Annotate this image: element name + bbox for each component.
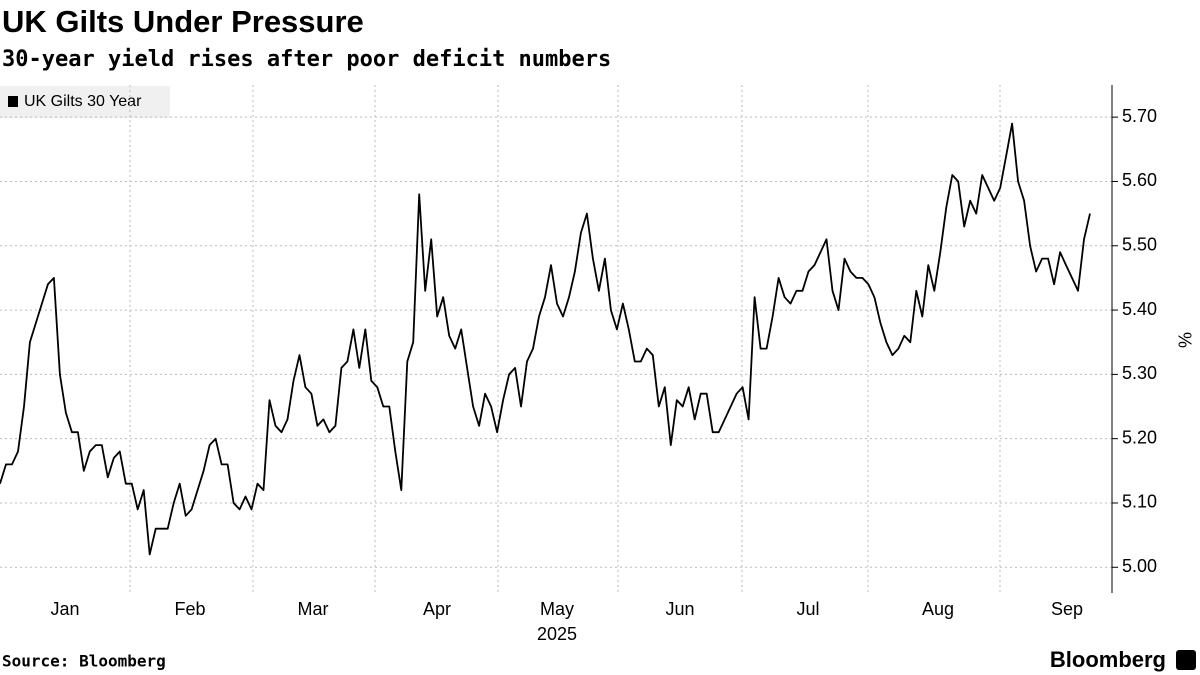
legend-swatch — [8, 96, 18, 107]
x-tick-label: Jun — [665, 599, 694, 619]
x-tick-label: Mar — [298, 599, 329, 619]
x-tick-label: Jan — [50, 599, 79, 619]
y-axis-label: % — [1174, 332, 1194, 348]
y-tick-label: 5.50 — [1122, 235, 1157, 255]
x-tick-label: Jul — [796, 599, 819, 619]
source: Source: Bloomberg — [2, 652, 166, 671]
x-tick-label: Apr — [423, 599, 451, 619]
y-tick-label: 5.10 — [1122, 492, 1157, 512]
x-year-label: 2025 — [537, 624, 577, 644]
x-tick-label: Aug — [922, 599, 954, 619]
y-tick-label: 5.70 — [1122, 106, 1157, 126]
x-tick-label: Sep — [1051, 599, 1083, 619]
y-tick-label: 5.30 — [1122, 363, 1157, 383]
legend-box — [0, 86, 170, 118]
chart-title: UK Gilts Under Pressure — [2, 4, 364, 39]
y-tick-label: 5.20 — [1122, 427, 1157, 447]
y-tick-label: 5.00 — [1122, 556, 1157, 576]
chart-subtitle: 30-year yield rises after poor deficit n… — [2, 47, 611, 72]
y-tick-label: 5.60 — [1122, 170, 1157, 190]
legend-label: UK Gilts 30 Year — [24, 93, 142, 110]
line-series — [0, 122, 1091, 556]
brand: Bloomberg — [1050, 647, 1166, 672]
x-tick-label: May — [540, 599, 574, 619]
y-tick-label: 5.40 — [1122, 299, 1157, 319]
brand-icon — [1176, 650, 1196, 670]
x-tick-label: Feb — [174, 599, 205, 619]
